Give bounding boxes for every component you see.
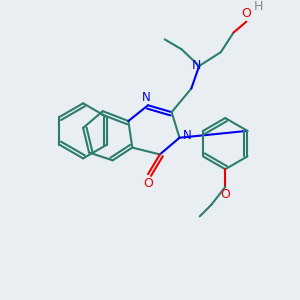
Text: O: O xyxy=(143,178,153,190)
Text: N: N xyxy=(191,59,201,72)
Text: N: N xyxy=(183,129,192,142)
Text: O: O xyxy=(242,7,251,20)
Text: N: N xyxy=(142,91,150,104)
Text: H: H xyxy=(254,0,263,14)
Text: O: O xyxy=(220,188,230,201)
